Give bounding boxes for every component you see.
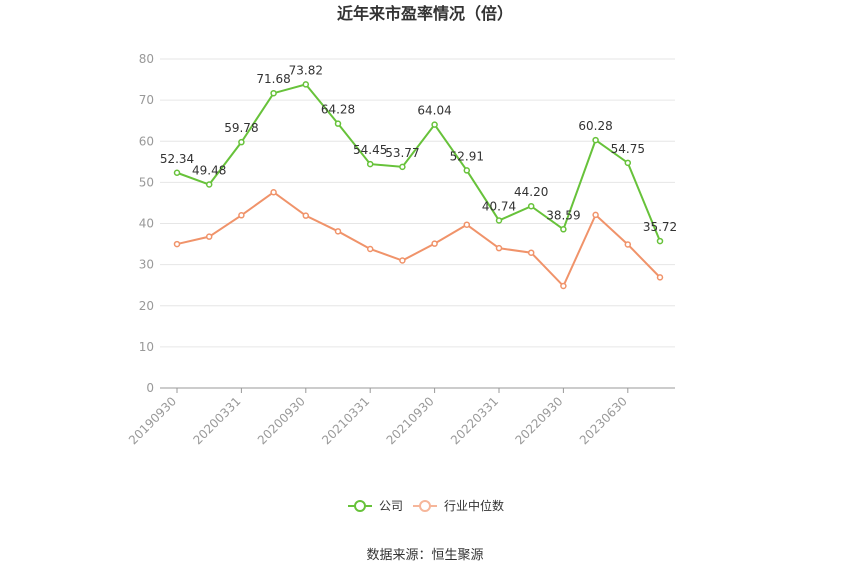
data-label: 54.45 — [353, 143, 387, 157]
data-point — [302, 81, 310, 88]
chart-title: 近年来市盈率情况（倍） — [337, 4, 513, 23]
data-point — [463, 167, 471, 174]
grid — [160, 58, 675, 348]
y-tick-label: 0 — [146, 381, 154, 395]
data-label: 52.91 — [450, 149, 484, 163]
x-tick-label: 20210930 — [384, 394, 437, 447]
series-line-0 — [176, 83, 661, 242]
data-label: 40.74 — [482, 199, 516, 213]
y-tick-label: 10 — [139, 340, 154, 354]
data-point — [399, 257, 406, 264]
data-point — [463, 221, 471, 228]
data-label: 49.48 — [192, 164, 226, 178]
x-tick-label: 20190930 — [126, 394, 179, 447]
data-point — [592, 211, 599, 219]
data-point — [173, 169, 181, 177]
data-point — [334, 120, 342, 127]
data-label: 64.28 — [321, 103, 355, 117]
y-tick-label: 40 — [139, 217, 154, 231]
data-point — [302, 212, 310, 219]
series-layer — [173, 81, 664, 290]
legend-label-industry: 行业中位数 — [444, 498, 504, 513]
data-label: 73.82 — [289, 63, 323, 77]
data-point — [560, 226, 567, 233]
data-label: 59.78 — [224, 121, 258, 135]
data-label: 54.75 — [611, 142, 645, 156]
x-tick-label: 20230630 — [577, 394, 630, 447]
y-tick-label: 70 — [139, 93, 154, 107]
x-tick-label: 20220331 — [448, 394, 501, 447]
data-point — [270, 89, 277, 97]
legend-item-industry[interactable]: 行业中位数 — [413, 498, 504, 513]
data-label: 53.77 — [385, 146, 419, 160]
data-point — [238, 138, 245, 146]
x-tick-label: 20200331 — [190, 394, 243, 447]
legend-item-company[interactable]: 公司 — [348, 499, 403, 513]
x-tick-label: 20200930 — [255, 394, 308, 447]
legend[interactable]: 公司 行业中位数 — [348, 498, 504, 513]
data-point — [560, 282, 567, 290]
data-point — [205, 181, 213, 188]
source-note: 数据来源：恒生聚源 — [366, 548, 483, 563]
data-label: 60.28 — [578, 119, 612, 133]
data-point — [238, 212, 245, 219]
data-point — [656, 237, 664, 245]
x-tick-label: 20210331 — [319, 394, 372, 447]
y-tick-label: 80 — [139, 52, 154, 66]
data-label: 71.68 — [256, 72, 290, 86]
data-point — [366, 245, 374, 253]
legend-label-company: 公司 — [379, 499, 403, 513]
data-point — [270, 188, 277, 196]
data-label: 44.20 — [514, 185, 548, 199]
data-point — [399, 163, 406, 171]
series-line-1 — [176, 191, 661, 288]
data-label: 38.59 — [546, 208, 580, 222]
data-label: 64.04 — [417, 104, 451, 118]
data-point — [173, 240, 181, 248]
data-point — [495, 217, 503, 224]
y-tick-label: 30 — [139, 258, 154, 272]
data-label: 35.72 — [643, 220, 677, 234]
x-axis: 20190930 20200331 20200930 20210331 20210930… — [126, 387, 675, 447]
y-tick-label: 20 — [139, 299, 154, 313]
data-label: 52.34 — [160, 152, 194, 166]
legend-marker-industry — [419, 500, 431, 512]
data-point — [495, 244, 503, 252]
y-tick-label: 50 — [139, 175, 154, 189]
data-point — [205, 233, 213, 240]
data-point — [527, 202, 535, 210]
data-point — [431, 240, 438, 247]
y-axis: 0 10 20 30 40 50 60 70 80 — [139, 52, 154, 395]
data-point — [656, 274, 664, 281]
y-tick-label: 60 — [139, 134, 154, 148]
data-point — [624, 241, 632, 248]
data-point — [334, 228, 342, 235]
data-point — [366, 160, 374, 168]
data-point — [624, 159, 632, 167]
data-point — [527, 249, 535, 256]
x-tick-label: 20220930 — [512, 394, 565, 447]
data-point — [592, 136, 599, 144]
data-point — [431, 121, 438, 128]
legend-marker-company — [354, 500, 366, 512]
